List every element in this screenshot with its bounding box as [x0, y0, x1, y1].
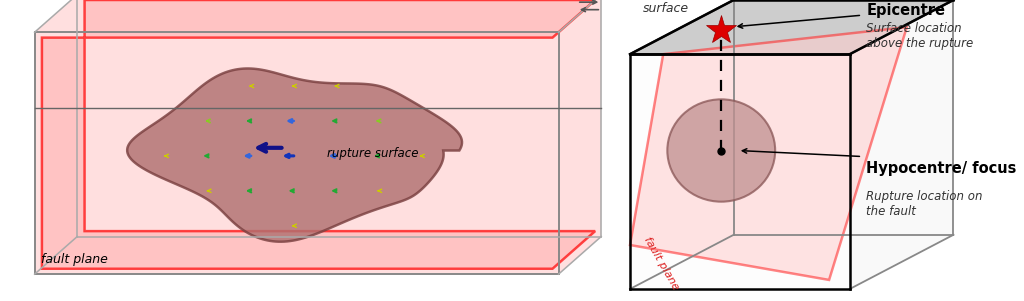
Text: fault plane: fault plane	[642, 235, 681, 292]
Polygon shape	[630, 54, 850, 289]
Text: Epicentre: Epicentre	[866, 3, 945, 18]
Text: Rupture location on
the fault: Rupture location on the fault	[866, 190, 983, 218]
Polygon shape	[35, 0, 601, 274]
Ellipse shape	[668, 99, 775, 202]
Polygon shape	[630, 0, 953, 54]
Polygon shape	[42, 0, 595, 269]
Polygon shape	[850, 0, 953, 289]
Text: rupture surface: rupture surface	[327, 147, 419, 160]
Text: surface: surface	[642, 2, 688, 15]
Polygon shape	[630, 27, 907, 280]
Text: Hypocentre/ focus: Hypocentre/ focus	[866, 161, 1017, 176]
Text: Surface location
above the rupture: Surface location above the rupture	[866, 22, 974, 50]
Text: fault plane: fault plane	[41, 253, 108, 266]
Polygon shape	[127, 69, 462, 242]
